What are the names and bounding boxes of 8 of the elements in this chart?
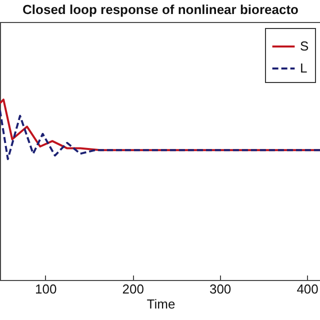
x-tick-label: 100 xyxy=(35,282,57,296)
x-tick-label: 400 xyxy=(296,282,318,296)
legend-label: L xyxy=(300,60,308,76)
chart-title: Closed loop response of nonlinear bioreacto xyxy=(22,2,299,17)
x-tick-label: 200 xyxy=(122,282,144,296)
x-tick-label: 300 xyxy=(209,282,232,296)
legend-label: S xyxy=(300,38,309,54)
x-axis-title: Time xyxy=(146,296,176,312)
